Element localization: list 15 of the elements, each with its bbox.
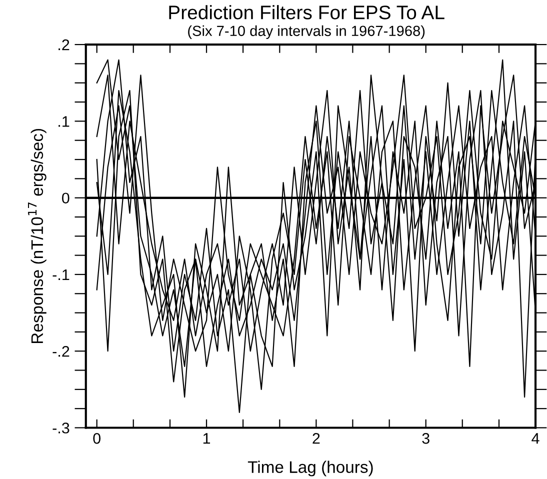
y-tick-label: .2 <box>58 39 70 50</box>
x-axis-title: Time Lag (hours) <box>248 460 373 476</box>
x-tick-label: 1 <box>203 433 210 444</box>
x-tick-label: 4 <box>532 433 540 444</box>
chart-subtitle: (Six 7-10 day intervals in 1967-1968) <box>188 25 425 39</box>
y-tick-label: .1 <box>58 116 70 127</box>
y-tick-label: -.1 <box>52 269 70 280</box>
x-tick-label: 3 <box>422 433 430 444</box>
y-axis-title: Response (nT/10$^{17}$ ergs/sec) <box>28 128 46 344</box>
x-tick-label: 2 <box>312 433 320 444</box>
x-tick-label: 0 <box>93 433 100 444</box>
y-tick-label: -.2 <box>52 346 70 357</box>
y-tick-label: -.3 <box>52 422 70 434</box>
y-tick-label: 0 <box>62 192 70 204</box>
chart-title: Prediction Filters For EPS To AL <box>169 5 444 20</box>
